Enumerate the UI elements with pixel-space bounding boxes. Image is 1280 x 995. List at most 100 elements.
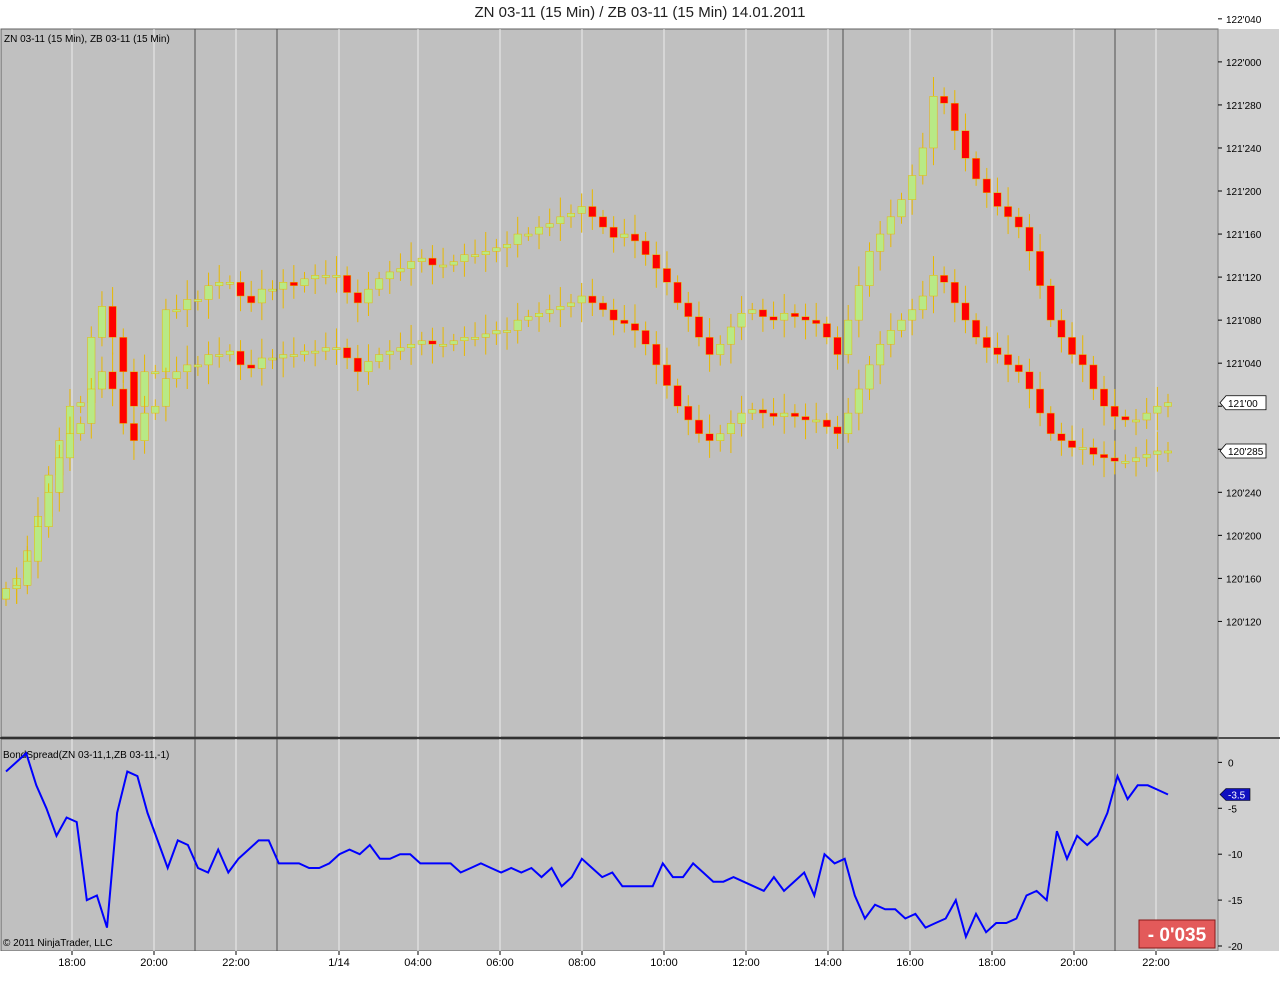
candle-body: [705, 433, 714, 441]
candle-body: [982, 178, 991, 193]
candle-body: [321, 275, 330, 278]
candle-body: [950, 102, 959, 132]
candle-body: [257, 357, 266, 369]
candle-body: [940, 96, 949, 104]
x-tick-label: 14:00: [814, 957, 842, 969]
candle-body: [535, 226, 544, 235]
candle-body: [375, 278, 384, 290]
candle-body: [684, 302, 693, 317]
candle-body: [993, 192, 1002, 207]
candle-body: [311, 350, 320, 354]
candle-body: [1078, 354, 1087, 366]
candle-body: [535, 312, 544, 317]
candle-body: [385, 350, 394, 355]
candle-body: [609, 226, 618, 238]
candle-body: [34, 526, 42, 562]
candle-body: [972, 158, 981, 180]
candle-body: [1036, 251, 1045, 286]
candle-body: [97, 371, 106, 390]
y-tick-label: 0: [1228, 758, 1234, 769]
candle-body: [428, 340, 437, 345]
candle-body: [1036, 388, 1045, 414]
candle-body: [908, 175, 917, 200]
candle-body: [780, 312, 789, 321]
candle-body: [503, 330, 512, 333]
candle-body: [513, 319, 522, 331]
candle-body: [1100, 454, 1109, 459]
candle-body: [790, 312, 799, 317]
candle-body: [972, 319, 981, 338]
candle-body: [12, 585, 21, 589]
candle-body: [961, 302, 970, 321]
candle-body: [140, 412, 149, 441]
candle-body: [897, 199, 906, 218]
y-tick-label: 120'120: [1226, 617, 1262, 628]
spread-box: [1138, 919, 1216, 949]
candle-body: [97, 306, 106, 338]
candle-body: [193, 299, 202, 302]
candle-body: [87, 388, 96, 424]
candle-body: [790, 412, 799, 417]
candle-body: [151, 371, 160, 375]
candle-body: [726, 326, 735, 345]
candle-body: [641, 240, 650, 255]
candle-body: [343, 275, 352, 293]
candle-body: [247, 295, 256, 304]
candle-body: [119, 388, 128, 424]
candle-body: [524, 316, 533, 321]
candle-body: [694, 316, 703, 338]
candle-body: [630, 233, 639, 242]
price-panel-label: ZN 03-11 (15 Min), ZB 03-11 (15 Min): [4, 34, 170, 45]
y-tick-label: 121'280: [1226, 101, 1262, 112]
candle-body: [812, 319, 821, 324]
candle-body: [1046, 285, 1055, 321]
candle-body: [1046, 412, 1055, 435]
spread-box-label: - 0'035: [1148, 925, 1207, 946]
candle-body: [1153, 450, 1162, 455]
candle-body: [215, 354, 224, 357]
spread-line: [5, 751, 1169, 940]
y-tick-label: 120'240: [1226, 488, 1262, 499]
candle-body: [332, 347, 341, 350]
candle-body: [1078, 447, 1087, 450]
candle-body: [588, 295, 597, 304]
y-tick-label: 121'080: [1226, 316, 1262, 327]
candle-body: [172, 371, 181, 379]
price-panel: [0, 28, 1219, 738]
candle-body: [417, 340, 426, 345]
candle-body: [876, 343, 885, 366]
candle-body: [1014, 216, 1023, 228]
indicator-panel-label: BondSpread(ZN 03-11,1,ZB 03-11,-1): [3, 750, 169, 761]
candle-body: [215, 282, 224, 286]
time-axis-area: [0, 951, 1280, 995]
last-spread-label: -3.5: [1228, 791, 1246, 802]
candle-body: [503, 244, 512, 249]
candle-body: [193, 364, 202, 368]
candle-body: [289, 354, 298, 357]
candle-body: [375, 354, 384, 362]
candle-body: [407, 343, 416, 348]
x-tick-label: 20:00: [1060, 957, 1088, 969]
y-tick-label: 120'200: [1226, 531, 1262, 542]
candle-body: [737, 312, 746, 328]
candle-body: [833, 337, 842, 355]
candle-body: [449, 261, 458, 266]
y-tick-label: 121'200: [1226, 187, 1262, 198]
candle-body: [364, 288, 373, 304]
candle-body: [481, 333, 490, 338]
candle-body: [567, 213, 575, 218]
candle-body: [620, 319, 629, 324]
x-tick-label: 22:00: [1142, 957, 1170, 969]
candle-body: [545, 223, 554, 228]
candle-body: [492, 330, 501, 335]
candle-body: [225, 282, 234, 285]
candle-body: [396, 347, 405, 352]
candle-body: [1025, 226, 1034, 252]
candle-body: [545, 309, 554, 314]
candle-body: [599, 216, 607, 228]
candle-body: [1014, 364, 1023, 373]
candle-body: [76, 402, 85, 407]
y-tick-label: 121'160: [1226, 230, 1262, 241]
candle-body: [492, 247, 501, 252]
